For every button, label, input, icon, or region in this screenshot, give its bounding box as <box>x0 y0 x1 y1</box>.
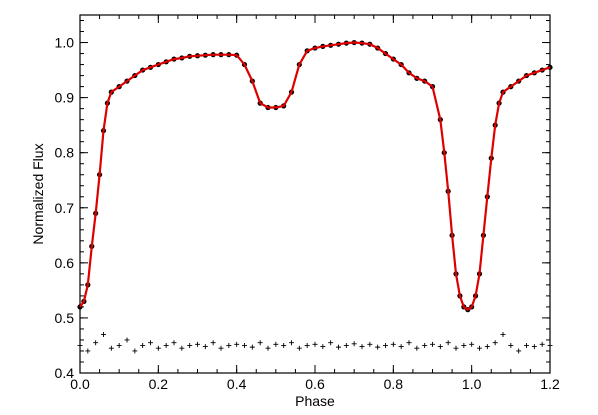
residual-point <box>148 340 153 346</box>
residual-point <box>77 342 83 348</box>
y-tick-label: 0.5 <box>55 310 75 326</box>
residual-point <box>281 342 287 348</box>
x-tick-label: 0.4 <box>227 376 247 392</box>
residual-point <box>273 341 279 347</box>
residual-point <box>414 345 420 351</box>
residual-point <box>398 344 404 350</box>
residual-point <box>500 331 506 337</box>
residual-point <box>304 342 310 348</box>
residual-point <box>289 340 294 346</box>
residual-point <box>343 342 349 348</box>
residual-point <box>132 348 138 354</box>
residual-point <box>234 341 240 347</box>
residual-point <box>484 344 490 350</box>
residual-point <box>85 348 91 354</box>
y-tick-label: 1.0 <box>55 35 75 51</box>
y-tick-label: 0.7 <box>55 200 75 216</box>
residual-point <box>445 340 451 346</box>
residual-point <box>296 345 302 351</box>
residual-point <box>210 340 216 346</box>
residual-point <box>140 342 146 348</box>
residual-point <box>336 344 341 350</box>
x-tick-label: 0.2 <box>149 376 169 392</box>
observations-layer <box>77 39 553 313</box>
residual-point <box>524 342 529 348</box>
residual-point <box>101 331 106 337</box>
residual-point <box>328 340 334 346</box>
residual-point <box>187 342 193 348</box>
residual-point <box>508 342 514 348</box>
residual-point <box>531 344 537 350</box>
residual-point <box>179 345 185 351</box>
y-tick-label: 0.9 <box>55 90 75 106</box>
axis-ticks <box>79 15 551 374</box>
y-tick-label: 0.4 <box>55 365 75 381</box>
residuals-layer <box>77 331 553 354</box>
y-tick-label: 0.8 <box>55 145 75 161</box>
residual-point <box>383 342 388 348</box>
model-layer <box>79 41 551 312</box>
residual-point <box>171 340 177 346</box>
residual-point <box>437 344 443 350</box>
residual-point <box>453 345 459 351</box>
residual-point <box>265 345 271 351</box>
residual-point <box>516 348 522 354</box>
residual-point <box>116 342 122 348</box>
residual-point <box>375 344 381 350</box>
residual-point <box>249 344 255 350</box>
residual-point <box>163 342 169 348</box>
x-tick-label: 1.2 <box>540 376 560 392</box>
residual-point <box>422 342 428 348</box>
residual-point <box>406 340 412 346</box>
residual-point <box>155 345 161 351</box>
residual-point <box>390 341 396 347</box>
x-tick-label: 0.0 <box>70 376 90 392</box>
residual-point <box>195 341 200 347</box>
x-tick-label: 1.0 <box>462 376 482 392</box>
residual-point <box>124 337 130 343</box>
residual-point <box>367 341 373 347</box>
residual-point <box>108 345 114 351</box>
residual-point <box>539 341 545 347</box>
residual-point <box>547 342 553 348</box>
residual-point <box>461 342 467 348</box>
y-tick-label: 0.6 <box>55 255 75 271</box>
residual-point <box>359 344 365 350</box>
residual-point <box>492 340 498 346</box>
x-tick-label: 0.6 <box>305 376 325 392</box>
residual-point <box>469 341 475 347</box>
residual-point <box>312 341 318 347</box>
residual-point <box>93 340 99 346</box>
residual-point <box>257 340 263 346</box>
y-axis-title: Normalized Flux <box>30 143 46 244</box>
residual-point <box>242 342 247 348</box>
residual-point <box>351 341 357 347</box>
x-axis-title: Phase <box>295 393 335 409</box>
residual-point <box>202 344 208 350</box>
residual-point <box>226 342 232 348</box>
residual-point <box>477 345 482 351</box>
model-fit-line <box>79 41 551 312</box>
residual-point <box>218 345 224 351</box>
residual-point <box>320 344 326 350</box>
residual-point <box>430 341 435 347</box>
axis-tick-labels: 0.0 0.2 0.4 0.6 0.8 1.0 1.2 0.4 0.5 0.6 0.7 0.8 0.9 1… <box>55 35 560 392</box>
x-tick-label: 0.8 <box>384 376 404 392</box>
